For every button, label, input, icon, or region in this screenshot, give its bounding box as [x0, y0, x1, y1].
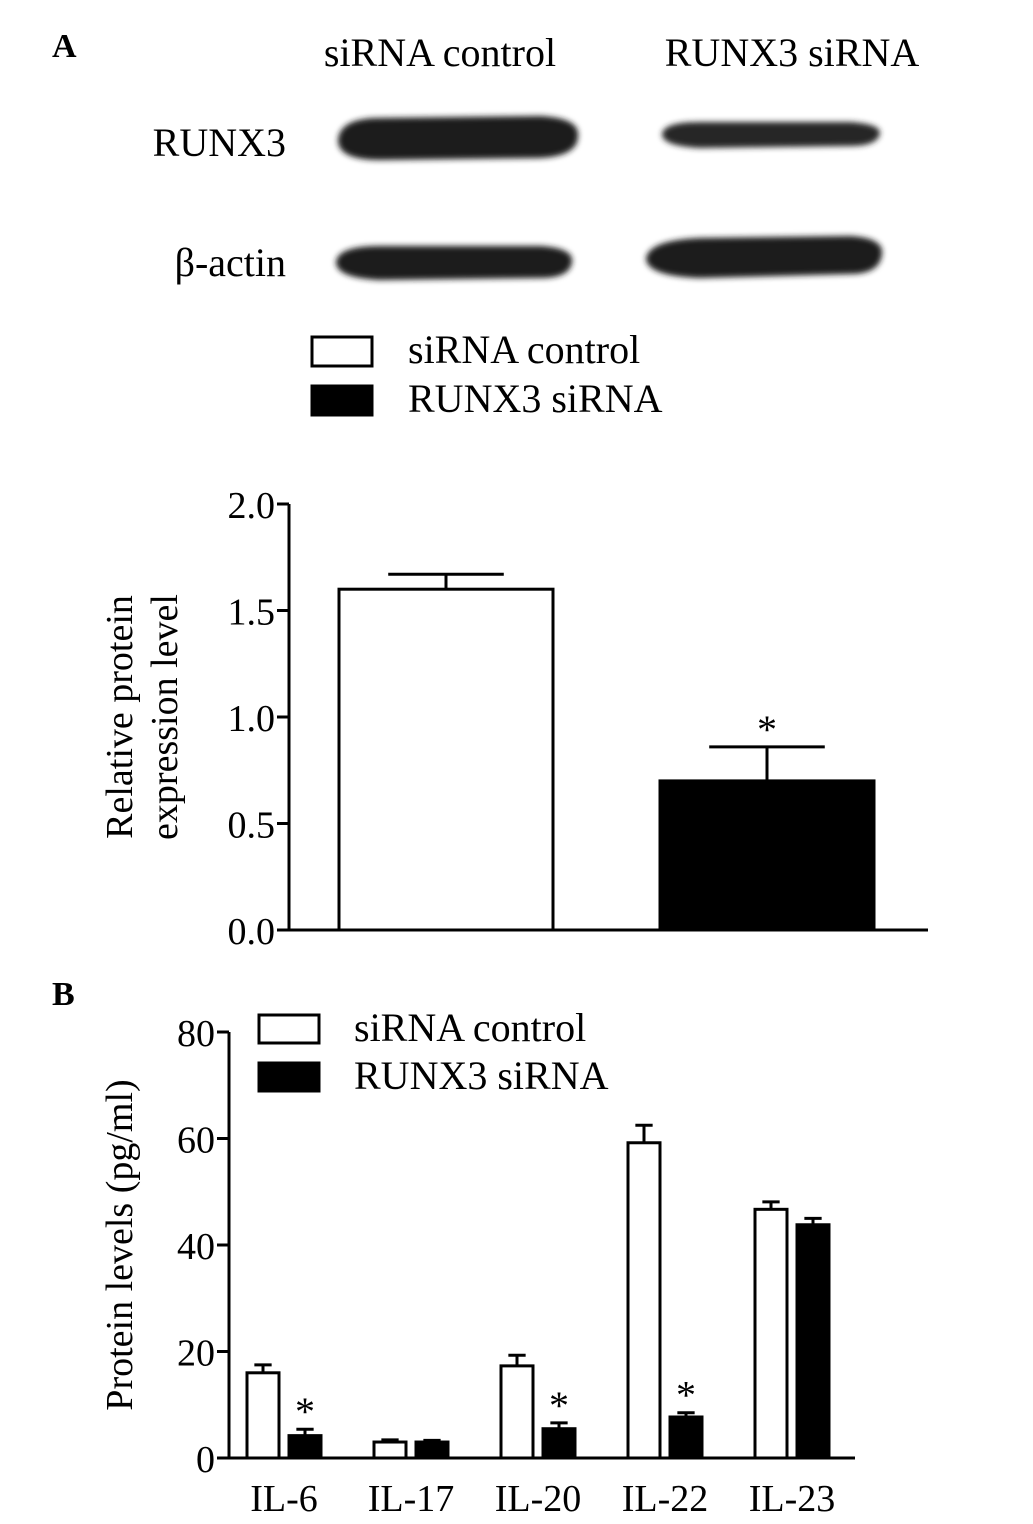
legend-label-siRNA-control: siRNA control — [354, 1005, 586, 1050]
blot-band-actin-control — [336, 246, 573, 280]
x-tick-label: IL-20 — [495, 1478, 582, 1520]
y-tick-label: 0.5 — [228, 805, 276, 847]
bar — [668, 1415, 704, 1460]
blot-lane-label-control: siRNA control — [324, 30, 556, 75]
significance-asterisk: * — [549, 1383, 569, 1428]
legend-label-RUNX3-siRNA: RUNX3 siRNA — [354, 1053, 609, 1098]
chart-a-legend: siRNA control RUNX3 siRNA — [310, 327, 663, 421]
bar — [753, 1207, 789, 1460]
bar — [337, 587, 555, 932]
chart-b-ylabel: Protein levels (pg/ml) — [99, 1079, 141, 1410]
bar — [795, 1223, 831, 1460]
panel-a-label: A — [52, 28, 77, 65]
legend-label-RUNX3-siRNA: RUNX3 siRNA — [408, 376, 663, 421]
chart-a: siRNA control RUNX3 siRNA Relative prote… — [99, 327, 928, 953]
blot-lane-label-runx3: RUNX3 siRNA — [665, 30, 920, 75]
x-tick-label: IL-23 — [749, 1478, 836, 1520]
bar — [658, 779, 876, 932]
blot-row-label-runx3: RUNX3 — [153, 120, 286, 165]
y-tick-label: 80 — [177, 1013, 215, 1055]
y-tick-label: 1.5 — [228, 592, 276, 634]
x-tick-label: IL-17 — [368, 1478, 455, 1520]
panel-a: A siRNA control RUNX3 siRNA RUNX3 β-acti… — [52, 28, 919, 285]
y-tick-label: 0 — [196, 1439, 215, 1481]
chart-b-legend: siRNA control RUNX3 siRNA — [257, 1005, 609, 1098]
chart-a-ylabel-line1: Relative protein — [99, 595, 141, 839]
significance-asterisk: * — [295, 1389, 315, 1434]
legend-swatch-siRNA-control — [257, 1013, 321, 1045]
western-blot-image — [336, 116, 883, 280]
y-tick-label: 2.0 — [228, 485, 276, 527]
chart-a-ylabel-line2: expression level — [144, 594, 186, 840]
y-tick-label: 40 — [177, 1226, 215, 1268]
bar — [414, 1440, 450, 1460]
bar — [499, 1364, 535, 1460]
panel-b-label: B — [52, 976, 75, 1013]
bar — [287, 1434, 323, 1460]
x-tick-label: IL-6 — [250, 1478, 318, 1520]
y-tick-label: 20 — [177, 1333, 215, 1375]
legend-swatch-RUNX3-siRNA — [310, 384, 374, 417]
y-tick-label: 60 — [177, 1120, 215, 1162]
bar — [626, 1141, 662, 1460]
blot-band-runx3-control — [338, 116, 579, 160]
y-tick-label: 1.0 — [228, 698, 276, 740]
bar — [245, 1371, 281, 1460]
significance-asterisk: * — [676, 1373, 696, 1418]
bar — [372, 1440, 408, 1460]
legend-label-siRNA-control: siRNA control — [408, 327, 640, 372]
y-tick-label: 0.0 — [228, 911, 276, 953]
blot-band-runx3-knockdown — [662, 122, 880, 148]
legend-swatch-siRNA-control — [310, 335, 374, 368]
blot-row-label-actin: β-actin — [175, 240, 286, 285]
bar — [541, 1427, 577, 1460]
legend-swatch-RUNX3-siRNA — [257, 1061, 321, 1093]
blot-band-actin-knockdown — [646, 236, 883, 278]
chart-b: B siRNA control RUNX3 siRNA Protein leve… — [52, 976, 855, 1520]
significance-asterisk: * — [757, 707, 777, 752]
x-tick-label: IL-22 — [622, 1478, 709, 1520]
